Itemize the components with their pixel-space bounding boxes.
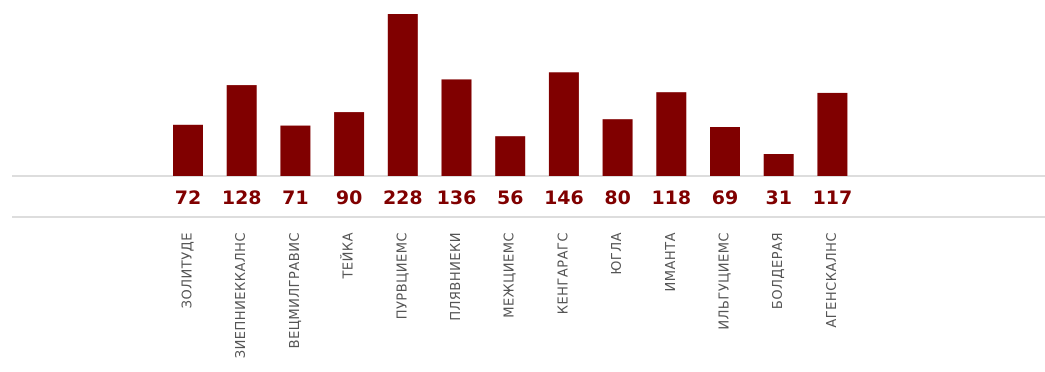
value-label: 228 xyxy=(383,187,423,209)
category-label: КЕНГАРАГС xyxy=(556,232,571,314)
value-label: 117 xyxy=(813,187,853,209)
bar xyxy=(548,72,579,176)
bar xyxy=(710,127,740,176)
bar xyxy=(280,125,311,176)
category-label: ВЕЦМИЛГРАВИС xyxy=(288,232,303,348)
category-label: ПЛЯВНИЕКИ xyxy=(449,232,464,321)
bar xyxy=(602,119,633,176)
category-label: ЗИЕПНИЕККАЛНС xyxy=(234,232,249,358)
bars-group xyxy=(173,14,848,176)
bar xyxy=(495,136,526,176)
category-label: ИМАНТА xyxy=(664,232,679,291)
value-label: 128 xyxy=(222,187,262,209)
category-label: ТЕЙКА xyxy=(341,232,357,280)
value-label: 80 xyxy=(604,187,630,209)
value-label: 146 xyxy=(544,187,584,209)
category-label: ПУРВЦИЕМС xyxy=(395,232,410,319)
bar xyxy=(656,92,687,176)
category-label: ИЛЬГУЦИЕМС xyxy=(718,232,733,330)
bar xyxy=(817,92,848,176)
value-label: 118 xyxy=(651,187,691,209)
value-label: 69 xyxy=(712,187,738,209)
value-label: 90 xyxy=(336,187,362,209)
category-label: ЮГЛА xyxy=(610,232,625,275)
bar xyxy=(763,154,794,176)
bar xyxy=(387,14,418,176)
value-label: 31 xyxy=(765,187,791,209)
value-label: 136 xyxy=(437,187,477,209)
category-label: БОЛДЕРАЯ xyxy=(771,232,786,309)
value-label: 72 xyxy=(175,187,201,209)
category-label: АГЕНСКАЛНС xyxy=(825,232,840,328)
bar xyxy=(441,79,472,176)
bar xyxy=(173,124,203,176)
value-labels-group: 72 128 71 90 228 136 56 146 80 118 69 31 117 xyxy=(175,187,852,209)
value-label: 56 xyxy=(497,187,523,209)
category-label: ЗОЛИТУДЕ xyxy=(181,232,196,308)
category-labels-group: ЗОЛИТУДЕ ЗИЕПНИЕККАЛНС ВЕЦМИЛГРАВИС ТЕЙКА ПУ… xyxy=(181,232,840,358)
category-label: МЕЖЦИЕМС xyxy=(503,232,518,318)
bar xyxy=(334,112,365,176)
bar xyxy=(226,85,257,176)
value-label: 71 xyxy=(282,187,308,209)
